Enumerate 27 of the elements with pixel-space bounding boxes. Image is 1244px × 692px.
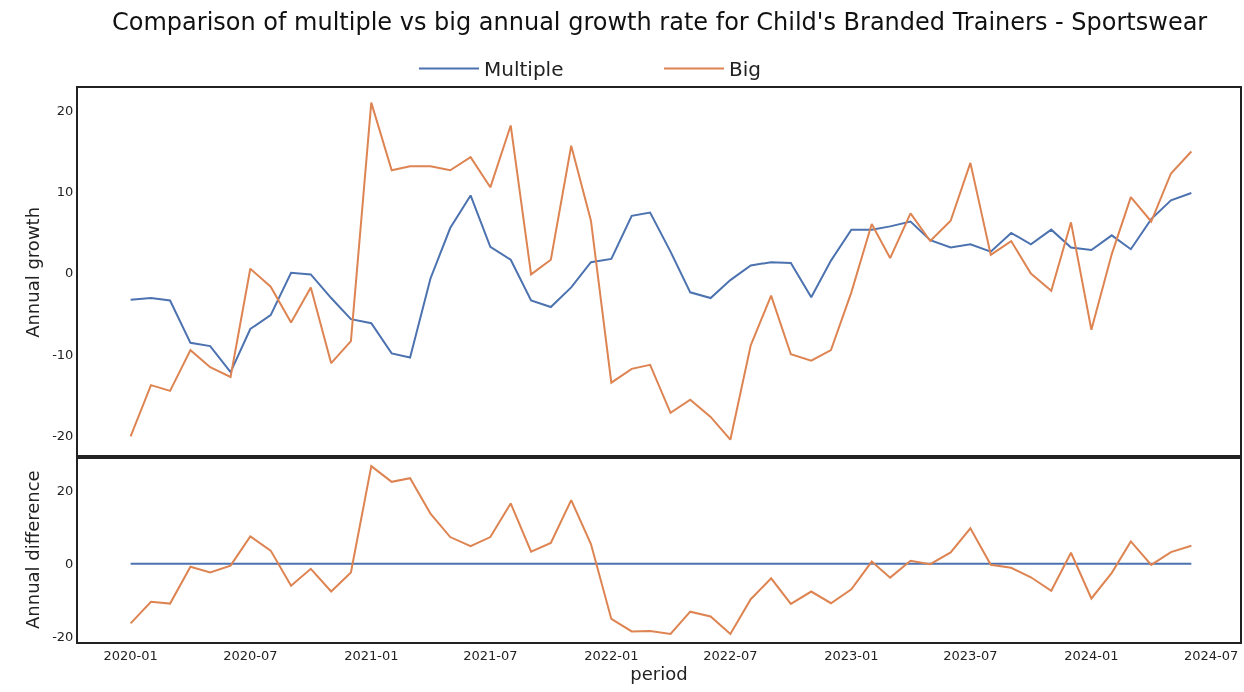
y-tick-label: -20: [52, 428, 74, 444]
x-tick-label: 2020-07: [223, 647, 278, 663]
y-tick-label: 10: [56, 183, 74, 199]
chart-title: Comparison of multiple vs big annual growth rate for Child's Branded Trainers - Sportswear: [112, 8, 1208, 36]
x-tick-label: 2023-07: [943, 647, 998, 663]
legend-label: Big: [729, 57, 761, 82]
x-tick-label: 2021-01: [344, 647, 399, 663]
x-axis-title: period: [630, 662, 688, 684]
y-tick-label: -20: [52, 629, 74, 645]
line-series: [129, 465, 1193, 635]
x-tick-label: 2024-07: [1183, 647, 1239, 663]
legend-label: Multiple: [484, 57, 564, 82]
y-tick-label: 0: [65, 265, 74, 281]
y-tick-label: 0: [65, 556, 74, 572]
y-tick-label: -10: [52, 346, 74, 362]
x-tick-label: 2022-07: [703, 647, 758, 663]
x-tick-label: 2021-07: [463, 647, 518, 663]
x-tick-label: 2024-01: [1064, 647, 1119, 663]
y-axis-title: Annual difference: [21, 470, 43, 629]
y-tick-label: 20: [56, 483, 74, 499]
line-series: [129, 101, 1193, 441]
x-tick-label: 2022-01: [584, 647, 639, 663]
x-tick-label: 2020-01: [103, 647, 158, 663]
y-tick-label: 20: [56, 102, 74, 118]
y-axis-title: Annual growth: [21, 206, 43, 338]
line-series: [129, 192, 1193, 374]
x-tick-label: 2023-01: [824, 647, 879, 663]
